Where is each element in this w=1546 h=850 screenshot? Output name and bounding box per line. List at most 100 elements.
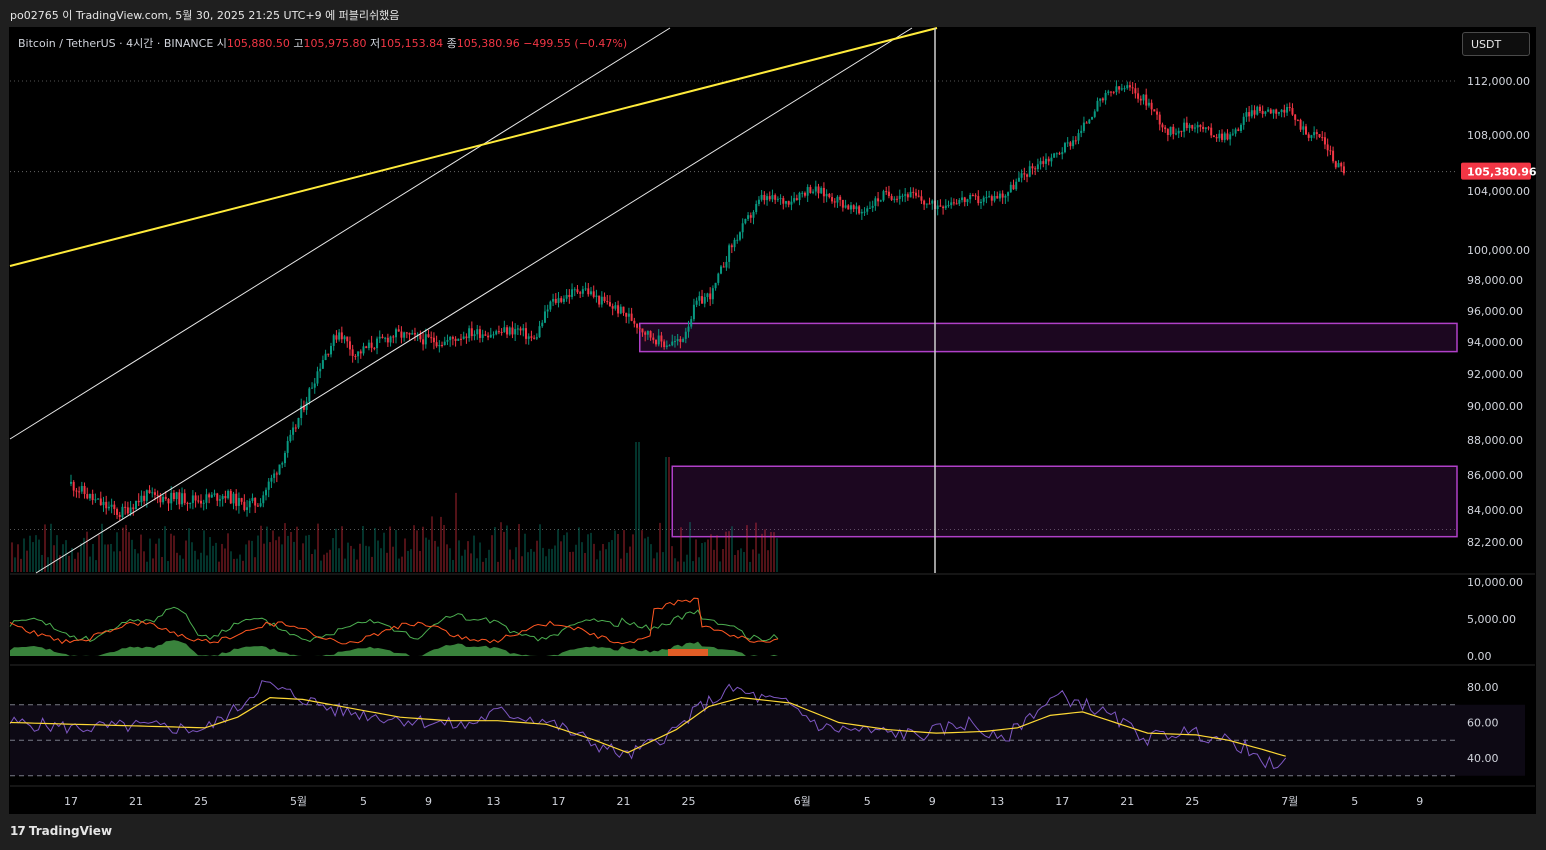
candle-body <box>411 333 414 335</box>
candle-body <box>682 338 685 342</box>
candle-body <box>332 335 335 346</box>
candle-body <box>1302 126 1305 130</box>
candle-body <box>1177 130 1180 134</box>
rsi-ma-line <box>10 696 1286 757</box>
candle-body <box>227 490 230 499</box>
publish-header: po02765 이 TradingView.com, 5월 30, 2025 2… <box>0 0 1546 26</box>
oscillator-green-line <box>9 606 779 643</box>
candle-body <box>595 295 598 297</box>
price-axis-label: 88,000.00 <box>1467 434 1523 447</box>
candle-body <box>465 336 468 339</box>
candle-body <box>1286 107 1289 113</box>
candle-body <box>118 514 121 518</box>
candle-body <box>283 452 286 464</box>
candle-body <box>1321 137 1324 139</box>
candle-body <box>1231 133 1234 135</box>
open-label: 시 <box>216 37 227 50</box>
candle-body <box>692 304 695 320</box>
candle-body <box>625 312 628 317</box>
candle-body <box>885 191 888 193</box>
candle-body <box>451 337 454 339</box>
candle-body <box>413 333 416 335</box>
candle-body <box>722 266 725 268</box>
candle-body <box>1210 127 1213 136</box>
candle-body <box>1318 134 1321 138</box>
candle-body <box>324 353 327 361</box>
candle-body <box>611 306 614 309</box>
price-axis-label: 98,000.00 <box>1467 274 1523 287</box>
candle-body <box>189 503 192 505</box>
candle-body <box>906 194 909 198</box>
channel-upper-line <box>9 27 671 440</box>
oscillator-axis-label: 5,000.00 <box>1467 613 1516 626</box>
candle-body <box>519 328 522 331</box>
candle-body <box>877 198 880 202</box>
candle-body <box>822 187 825 197</box>
candle-body <box>1147 102 1150 106</box>
candle-body <box>243 501 246 510</box>
candle-body <box>335 335 338 340</box>
currency-button[interactable]: USDT <box>1462 32 1530 56</box>
candle-body <box>952 202 955 204</box>
candle-body <box>744 218 747 224</box>
candle-body <box>942 206 945 209</box>
candle-body <box>294 427 297 429</box>
candle-body <box>357 351 360 357</box>
candle-body <box>205 494 208 503</box>
candle-body <box>1315 132 1318 135</box>
candle-body <box>579 292 582 294</box>
candle-body <box>1128 85 1131 88</box>
candle-body <box>663 341 666 348</box>
candle-body <box>1240 124 1242 131</box>
candle-body <box>747 215 750 219</box>
candle-body <box>289 434 292 442</box>
oscillator-histogram <box>10 640 780 656</box>
candle-body <box>489 334 492 338</box>
candle-body <box>1334 161 1337 168</box>
candle-body <box>183 493 186 503</box>
candle-body <box>1139 98 1142 101</box>
candle-body <box>652 337 655 340</box>
time-axis-label: 9 <box>425 795 432 808</box>
candle-body <box>449 337 452 341</box>
time-axis-label: 17 <box>1055 795 1069 808</box>
candle-body <box>514 329 517 335</box>
chart-area[interactable] <box>9 27 1536 814</box>
candle-body <box>795 198 798 201</box>
candle-body <box>622 306 625 313</box>
candle-body <box>527 336 530 339</box>
candle-body <box>673 341 676 343</box>
candle-body <box>641 328 644 333</box>
candle-body <box>546 309 549 312</box>
candle-body <box>909 191 912 198</box>
candle-body <box>321 360 324 369</box>
candle-body <box>1218 133 1221 139</box>
rsi-axis-label: 60.00 <box>1467 717 1499 730</box>
candle-body <box>403 332 406 338</box>
tradingview-logo[interactable]: 17 TradingView <box>10 824 112 838</box>
candle-body <box>549 301 552 310</box>
candle-body <box>500 331 503 333</box>
candle-body <box>72 481 75 491</box>
candle-body <box>91 493 94 501</box>
candle-body <box>202 502 205 504</box>
candle-body <box>153 492 156 495</box>
candle-body <box>671 341 674 346</box>
candle-body <box>627 313 630 317</box>
candle-body <box>923 200 926 205</box>
tv-logo-icon: 17 <box>10 824 26 838</box>
candle-body <box>698 296 701 301</box>
candle-body <box>1272 109 1275 114</box>
candle-body <box>443 341 446 346</box>
candle-body <box>462 336 465 339</box>
candle-body <box>936 205 939 209</box>
candle-body <box>1329 150 1332 152</box>
candle-body <box>478 329 481 338</box>
candle-body <box>1153 109 1156 112</box>
candle-body <box>395 329 397 338</box>
candle-body <box>430 337 433 339</box>
candle-body <box>793 198 796 202</box>
candle-body <box>1112 91 1115 93</box>
candle-body <box>925 203 928 205</box>
